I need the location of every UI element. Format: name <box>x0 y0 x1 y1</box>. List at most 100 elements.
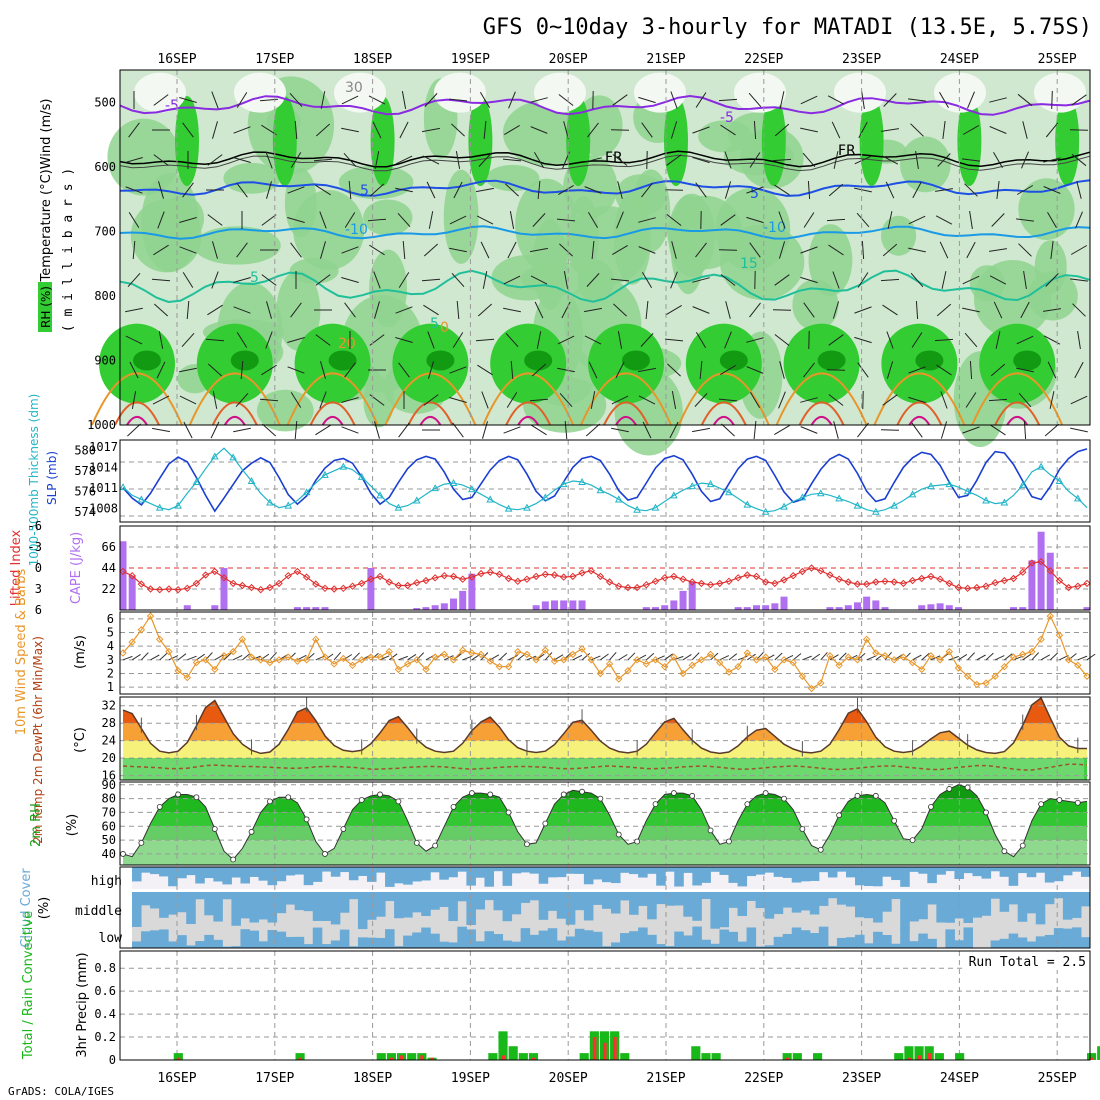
cloud-middle-bar <box>683 892 693 917</box>
lifted-index-point <box>559 573 568 581</box>
wind-barb <box>962 275 980 285</box>
cloud-low-bar <box>421 927 431 948</box>
wind-barb-10m <box>214 654 224 661</box>
cloud-high-bar <box>990 867 1001 872</box>
cloud-high-bar <box>945 867 955 872</box>
rh-contour-70 <box>520 262 605 295</box>
wind-speed-point <box>1064 656 1073 664</box>
lifted-index-point <box>403 581 412 590</box>
wind-barb-10m <box>177 653 187 661</box>
wind-barb <box>320 91 326 109</box>
lifted-index-point <box>367 575 375 583</box>
cape-bar <box>826 607 834 610</box>
cloud-low-bar <box>818 926 829 948</box>
wind-barb-10m <box>747 653 756 661</box>
wind-barb <box>207 154 223 166</box>
cloud-middle-bar <box>430 892 440 910</box>
cloud-middle-bar <box>737 892 748 917</box>
cloud-low-bar <box>249 930 260 948</box>
cloud-low-bar <box>755 946 766 948</box>
cloud-low-bar <box>945 929 955 948</box>
cloud-low-bar <box>520 928 531 948</box>
lifted-index-point <box>945 579 953 588</box>
wind-barb <box>1016 185 1034 195</box>
cloud-high-bar <box>394 867 404 884</box>
rh-contour-dry <box>434 72 486 113</box>
wind-barb <box>935 215 953 225</box>
thickness-point <box>816 489 825 497</box>
cloud-middle-bar <box>611 892 621 914</box>
precip-convective-bar <box>298 1057 303 1060</box>
cloud-high-bar <box>511 867 522 874</box>
thickness-point <box>302 488 311 496</box>
lifted-index-point <box>569 572 577 581</box>
wind-barb <box>778 391 786 409</box>
wind-speed-point <box>899 653 908 661</box>
cloud-high-bar <box>891 867 901 881</box>
cloud-middle-bar <box>348 892 359 900</box>
wind-speed-point <box>201 656 210 664</box>
temp-band <box>123 697 1087 724</box>
wind-barb-10m <box>655 655 665 661</box>
wind-barb <box>989 97 1007 103</box>
cloud-middle-bar <box>728 892 739 908</box>
precip-type-label: Total / Rain Convective <box>21 911 36 1060</box>
rh-point <box>1074 799 1081 806</box>
cloud-low-bar <box>475 941 485 948</box>
wind-speed-point <box>403 660 412 668</box>
cloud-high-bar <box>258 867 269 881</box>
rh-point <box>1001 848 1008 855</box>
rh-contour-dry <box>534 72 586 113</box>
wind-barb <box>746 366 764 374</box>
cloud-low-bar <box>213 939 223 948</box>
cloud-high-bar <box>629 867 639 875</box>
wind-barb <box>1023 420 1027 440</box>
wind-speed-point <box>982 679 990 687</box>
cape-bar <box>762 605 770 610</box>
precip-total-bar <box>508 1046 518 1060</box>
cloud-low-bar <box>457 926 467 948</box>
thickness-point <box>780 502 788 510</box>
precip-total-bar <box>955 1053 965 1060</box>
wind-barb <box>287 186 305 194</box>
cloud-middle-bar <box>385 892 395 902</box>
cloud-middle-bar <box>376 892 386 917</box>
cloud-middle-bar <box>502 892 513 922</box>
wind-speed-point <box>844 653 853 661</box>
wind-barb <box>265 151 273 169</box>
cloud-level-label: middle <box>75 904 122 919</box>
precip-total-bar <box>1087 1053 1097 1060</box>
date-label-bottom: 24SEP <box>940 1071 979 1086</box>
precip-total-bar <box>295 1053 305 1060</box>
lifted-index-point <box>918 574 926 583</box>
rh-tick: 50 <box>102 833 116 847</box>
cloud-high-bar <box>213 867 223 882</box>
wind-speed-line <box>122 614 1088 690</box>
wind-barb <box>772 158 792 162</box>
wind-barb <box>721 423 735 437</box>
cloud-high-bar <box>692 867 702 886</box>
wind-barb <box>532 213 546 227</box>
thickness-point <box>192 477 201 486</box>
cloud-high-bar <box>276 867 287 882</box>
wind-barb <box>641 272 653 288</box>
wind-barb <box>341 277 359 283</box>
wind-barb <box>478 153 492 167</box>
rh-point <box>872 792 879 799</box>
wind-barb <box>127 423 141 437</box>
rh-contour-dry <box>1034 72 1086 113</box>
wind-barb <box>641 182 653 198</box>
thickness-point <box>688 482 697 490</box>
cloud-high-bar <box>954 867 964 880</box>
wind-speed-point <box>918 665 926 674</box>
wind-speed-point <box>128 638 136 646</box>
lifted-index-point <box>422 576 430 585</box>
thickness-point <box>339 462 348 470</box>
wind-barb <box>692 126 710 134</box>
thickness-point <box>266 498 274 506</box>
cloud-low-bar <box>963 927 974 948</box>
rh-point <box>468 790 475 796</box>
wind-speed-point <box>266 658 274 667</box>
wind-barb <box>294 420 298 440</box>
cloud-low-bar <box>909 941 919 948</box>
